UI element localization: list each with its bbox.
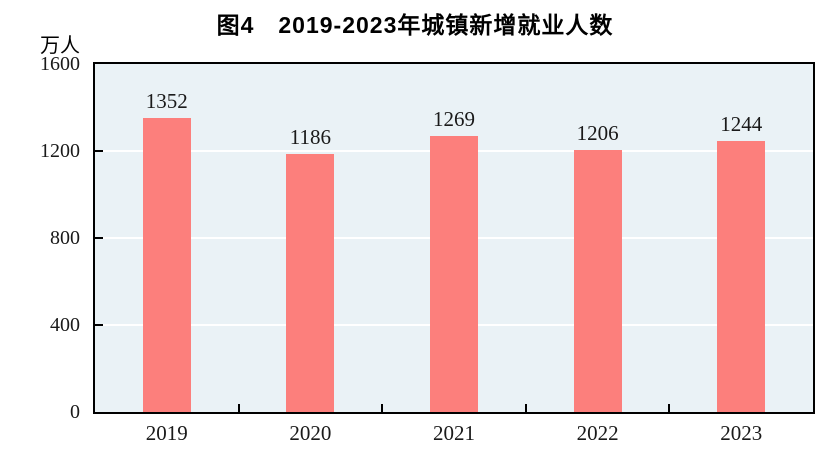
y-axis-unit-label: 万人 [40,35,80,57]
x-tick-label-2021: 2021 [433,421,475,445]
y-axis-tick-1200 [95,150,103,152]
x-tick-label-2020: 2020 [289,421,332,445]
x-axis-tick-3 [524,404,527,412]
x-tick-label-2022: 2022 [576,421,619,445]
bar-2019 [142,117,191,412]
bar-value-label-2022: 1206 [576,120,619,145]
x-axis-tick-4 [668,404,671,412]
bar-2020 [286,154,335,412]
plot-area [93,62,815,414]
x-tick-label-2023: 2023 [720,421,763,445]
x-tick-label-2019: 2019 [145,421,188,445]
y-axis-tick-800 [95,237,103,239]
bar-value-label-2020: 1186 [289,125,331,150]
bar-value-label-2019: 1352 [145,88,188,113]
x-axis-tick-1 [237,404,240,412]
bar-value-label-2021: 1269 [433,106,475,131]
y-tick-label-0: 0 [70,401,80,423]
bar-2023 [717,141,766,412]
y-tick-label-400: 400 [50,314,80,336]
y-axis-tick-400 [95,324,103,326]
x-axis-tick-2 [381,404,384,412]
y-tick-label-1600: 1600 [40,53,80,75]
bar-value-label-2023: 1244 [720,112,763,137]
bar-2022 [573,149,622,412]
bar-2021 [430,136,478,412]
chart-title: 图4 2019-2023年城镇新增就业人数 [216,12,614,38]
y-tick-label-1200: 1200 [40,140,80,162]
y-tick-label-800: 800 [50,227,80,249]
